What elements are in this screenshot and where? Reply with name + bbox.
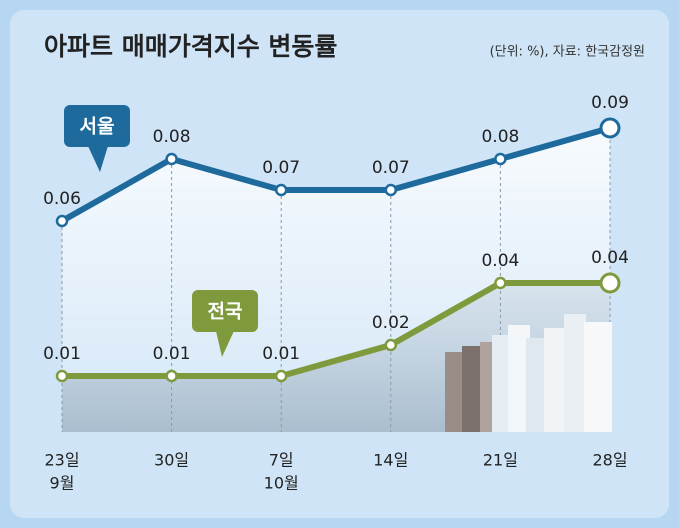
point: [165, 152, 178, 166]
value-label: 0.04: [591, 248, 629, 268]
x-tick-label: 28일: [592, 451, 627, 470]
point: [494, 152, 507, 166]
point: [55, 214, 69, 228]
point: [274, 183, 288, 197]
x-tick-label: 7일: [269, 451, 294, 470]
value-label: 0.07: [372, 158, 410, 178]
x-tick-sublabel: 10월: [264, 474, 299, 493]
x-tick-label: 21일: [483, 451, 518, 470]
point: [599, 117, 621, 139]
value-label: 0.06: [43, 189, 81, 209]
legend-label: 전국: [208, 301, 243, 323]
x-tick-sublabel: 9월: [50, 474, 75, 493]
point: [165, 369, 178, 383]
series-line: [60, 125, 611, 224]
value-label: 0.01: [153, 344, 191, 364]
x-tick-label: 23일: [44, 451, 79, 470]
legend-national: 전국: [192, 290, 258, 357]
point: [384, 338, 398, 352]
chart-title: 아파트 매매가격지수 변동률: [44, 32, 337, 61]
point: [384, 183, 398, 197]
value-label: 0.02: [372, 313, 410, 333]
series-layer: 0.06 0.08 0.07 0.07 0.08 0.09 0.01 0.01 0.01 0.02…: [43, 93, 629, 493]
value-label: 0.09: [591, 93, 629, 113]
chart-subtitle: (단위: %), 자료: 한국감정원: [490, 45, 645, 60]
value-label: 0.08: [153, 127, 191, 147]
point: [55, 369, 69, 383]
value-label: 0.08: [481, 127, 519, 147]
x-tick-label: 30일: [154, 451, 189, 470]
x-tick-label: 14일: [373, 451, 408, 470]
point: [599, 272, 621, 294]
buildings: [445, 314, 612, 432]
value-label: 0.01: [262, 344, 300, 364]
point: [494, 276, 507, 290]
value-label: 0.01: [43, 344, 81, 364]
point: [274, 369, 288, 383]
legend-seoul: 서울: [64, 105, 130, 172]
series-line: [62, 280, 610, 379]
value-label: 0.07: [262, 158, 300, 178]
legend-label: 서울: [80, 116, 115, 138]
value-label: 0.04: [481, 251, 519, 271]
